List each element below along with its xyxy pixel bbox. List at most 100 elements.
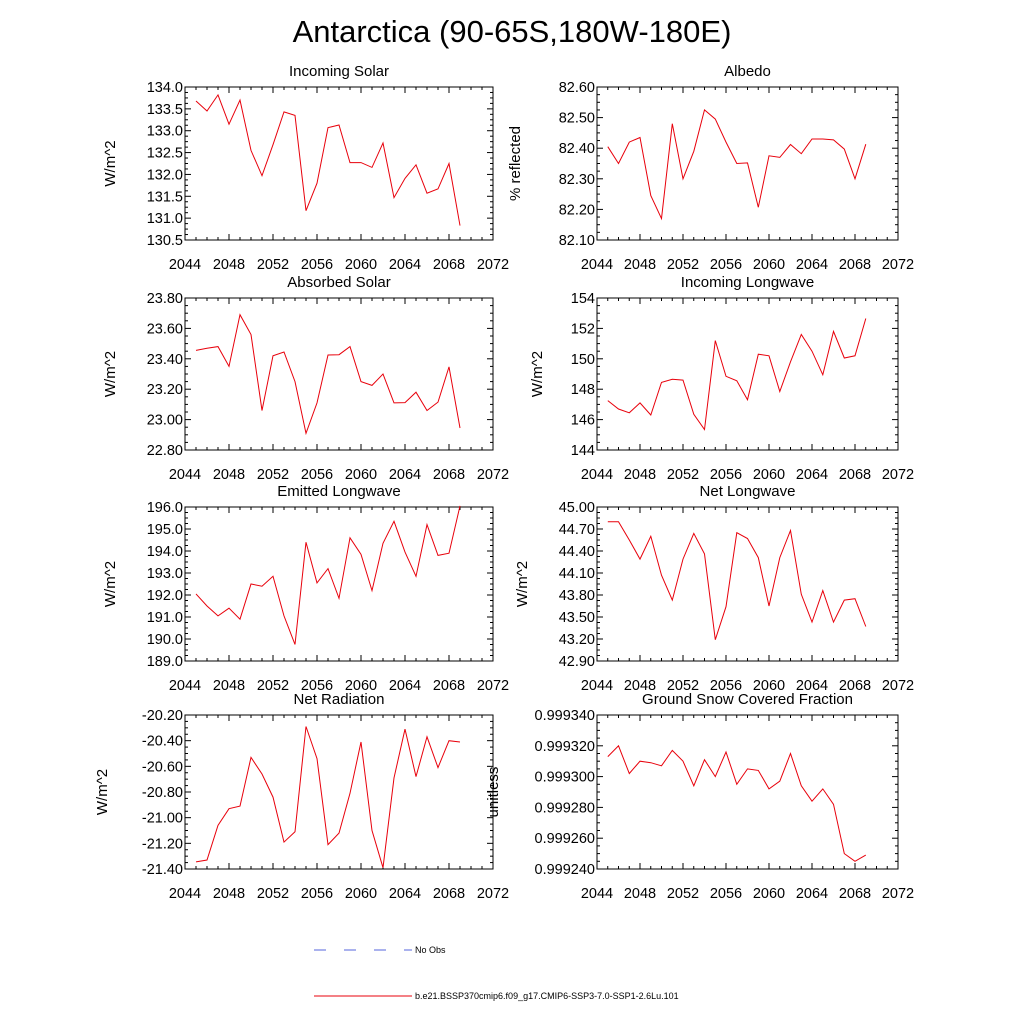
plot-frame bbox=[596, 297, 899, 451]
x-tick-label: 2064 bbox=[796, 467, 828, 483]
y-axis-label: W/m^2 bbox=[529, 351, 546, 397]
panel-title: Ground Snow Covered Fraction bbox=[642, 691, 853, 708]
x-tick-label: 2044 bbox=[169, 678, 201, 694]
x-tick-label: 2060 bbox=[345, 678, 377, 694]
x-tick-label: 2060 bbox=[753, 257, 785, 273]
y-tick-label: 134.0 bbox=[147, 80, 183, 96]
series-line bbox=[195, 726, 461, 868]
y-tick-label: 194.0 bbox=[147, 544, 183, 560]
legend: No Obs b.e21.BSSP370cmip6.f09_g17.CMIP6-… bbox=[314, 945, 679, 1001]
x-tick-label: 2052 bbox=[667, 467, 699, 483]
series-line bbox=[195, 313, 461, 436]
x-tick-label: 2052 bbox=[667, 886, 699, 902]
y-axis-label: W/m^2 bbox=[102, 561, 119, 607]
x-tick-label: 2052 bbox=[257, 467, 289, 483]
x-tick-label: 2064 bbox=[796, 678, 828, 694]
y-tick-label: 82.50 bbox=[559, 111, 595, 127]
x-tick-label: 2072 bbox=[882, 257, 914, 273]
x-tick-label: 2048 bbox=[624, 886, 656, 902]
x-tick-label: 2048 bbox=[624, 467, 656, 483]
y-tick-label: 150 bbox=[571, 352, 595, 368]
x-tick-label: 2044 bbox=[169, 886, 201, 902]
x-tick-label: 2056 bbox=[710, 678, 742, 694]
plot-frame bbox=[184, 86, 494, 241]
x-tick-label: 2072 bbox=[882, 467, 914, 483]
y-tick-label: 82.10 bbox=[559, 233, 595, 249]
x-tick-label: 2056 bbox=[301, 886, 333, 902]
y-tick-label: 131.5 bbox=[147, 189, 183, 205]
x-tick-label: 2044 bbox=[169, 257, 201, 273]
panel-5: Emitted Longwave W/m^2 2044 2048 2052 2056 206… bbox=[102, 483, 509, 694]
y-axis-label: unitless bbox=[485, 767, 502, 818]
y-tick-label: 0.999240 bbox=[535, 862, 595, 878]
x-tick-label: 2068 bbox=[839, 257, 871, 273]
y-axis-label: W/m^2 bbox=[94, 769, 111, 815]
y-tick-label: 195.0 bbox=[147, 522, 183, 538]
x-tick-label: 2060 bbox=[753, 467, 785, 483]
y-tick-label: 144 bbox=[571, 443, 595, 459]
y-tick-label: 82.20 bbox=[559, 202, 595, 218]
x-tick-label: 2048 bbox=[624, 257, 656, 273]
x-tick-label: 2064 bbox=[796, 257, 828, 273]
y-tick-label: 132.0 bbox=[147, 167, 183, 183]
panel-6: Net Longwave W/m^2 2044 2048 2052 2056 2060 206… bbox=[514, 483, 914, 694]
x-tick-label: 2060 bbox=[753, 678, 785, 694]
x-tick-label: 2064 bbox=[796, 886, 828, 902]
y-tick-label: -20.40 bbox=[142, 734, 183, 750]
figure-title: Antarctica (90-65S,180W-180E) bbox=[293, 14, 732, 49]
x-tick-label: 2072 bbox=[882, 678, 914, 694]
y-tick-label: 190.0 bbox=[147, 632, 183, 648]
y-tick-label: 152 bbox=[571, 321, 595, 337]
y-tick-label: 130.5 bbox=[147, 233, 183, 249]
y-tick-label: 196.0 bbox=[147, 500, 183, 516]
x-tick-label: 2072 bbox=[477, 886, 509, 902]
y-tick-label: 146 bbox=[571, 413, 595, 429]
y-tick-label: 148 bbox=[571, 382, 595, 398]
y-tick-label: -21.20 bbox=[142, 836, 183, 852]
x-tick-label: 2044 bbox=[581, 467, 613, 483]
panel-title: Incoming Solar bbox=[289, 63, 389, 80]
legend-label-no-obs: No Obs bbox=[415, 945, 446, 955]
y-tick-label: 44.40 bbox=[559, 544, 595, 560]
panel-3: Absorbed Solar W/m^2 2044 2048 2052 2056 2060 2… bbox=[102, 274, 509, 483]
panels: Incoming Solar W/m^2 2044 2048 2052 2056 2060 2… bbox=[94, 63, 914, 902]
y-tick-label: 0.999340 bbox=[535, 708, 595, 724]
legend-label-model: b.e21.BSSP370cmip6.f09_g17.CMIP6-SSP3-7.… bbox=[415, 991, 679, 1001]
y-tick-label: 23.20 bbox=[147, 382, 183, 398]
x-tick-label: 2044 bbox=[581, 678, 613, 694]
x-tick-label: 2068 bbox=[433, 467, 465, 483]
x-tick-label: 2060 bbox=[753, 886, 785, 902]
y-tick-label: -20.60 bbox=[142, 759, 183, 775]
panel-title: Albedo bbox=[724, 63, 771, 80]
y-tick-label: 23.00 bbox=[147, 413, 183, 429]
x-tick-label: 2044 bbox=[169, 467, 201, 483]
y-tick-label: 44.70 bbox=[559, 522, 595, 538]
series-line bbox=[607, 109, 867, 221]
plot-frame bbox=[184, 506, 494, 662]
x-tick-label: 2068 bbox=[433, 678, 465, 694]
y-tick-label: 0.999320 bbox=[535, 739, 595, 755]
x-tick-label: 2048 bbox=[213, 257, 245, 273]
panel-title: Net Radiation bbox=[294, 691, 385, 708]
y-tick-label: 82.60 bbox=[559, 80, 595, 96]
y-tick-label: 192.0 bbox=[147, 588, 183, 604]
x-tick-label: 2060 bbox=[345, 886, 377, 902]
x-tick-label: 2048 bbox=[213, 886, 245, 902]
x-tick-label: 2072 bbox=[477, 678, 509, 694]
plot-frame bbox=[596, 714, 899, 870]
x-tick-label: 2048 bbox=[213, 467, 245, 483]
series-line bbox=[195, 93, 461, 226]
y-tick-label: 42.90 bbox=[559, 654, 595, 670]
x-tick-label: 2060 bbox=[345, 467, 377, 483]
y-tick-label: 189.0 bbox=[147, 654, 183, 670]
panel-title: Emitted Longwave bbox=[277, 483, 400, 500]
x-tick-label: 2068 bbox=[839, 467, 871, 483]
panel-title: Net Longwave bbox=[700, 483, 796, 500]
panel-7: Net Radiation W/m^2 2044 2048 2052 2056 2060 20… bbox=[94, 691, 509, 902]
y-tick-label: 43.50 bbox=[559, 610, 595, 626]
x-tick-label: 2056 bbox=[710, 886, 742, 902]
x-tick-label: 2068 bbox=[433, 257, 465, 273]
y-tick-label: 154 bbox=[571, 291, 595, 307]
x-tick-label: 2052 bbox=[667, 678, 699, 694]
x-tick-label: 2072 bbox=[477, 467, 509, 483]
